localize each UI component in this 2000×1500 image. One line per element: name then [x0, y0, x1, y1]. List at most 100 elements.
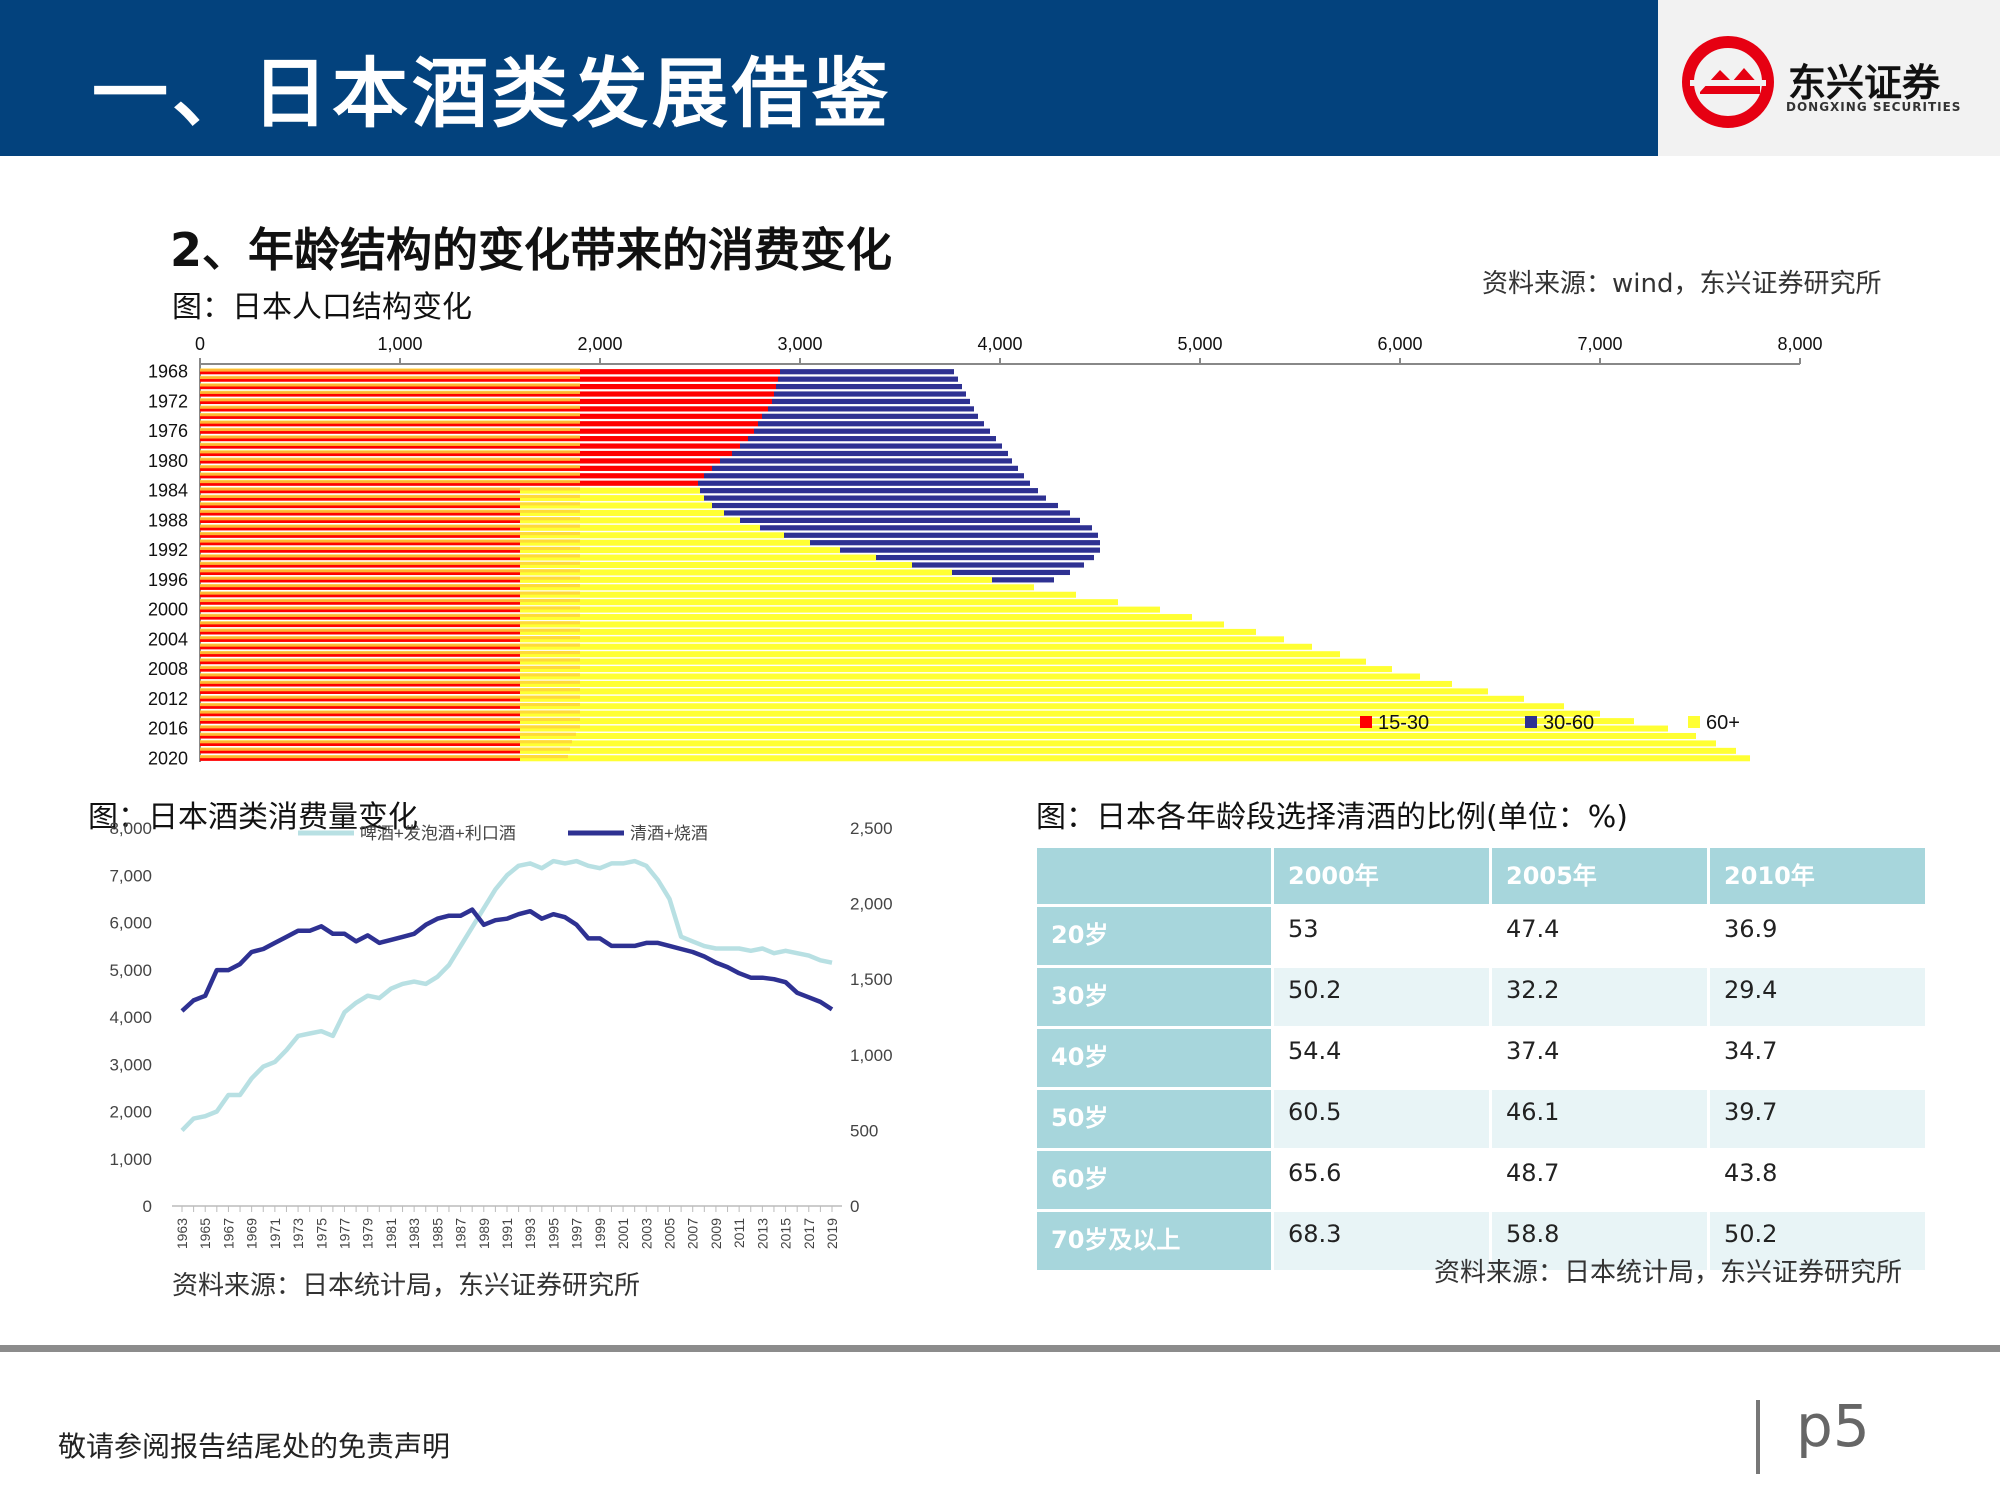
bar-segment-15-30: [200, 428, 754, 434]
bar-highlight: [200, 435, 580, 439]
bar-highlight: [200, 450, 580, 454]
x-tick-label: 1975: [313, 1218, 329, 1249]
y-right-tick-label: 1,000: [850, 1046, 893, 1065]
bar-highlight: [200, 569, 580, 573]
page-title: 一、日本酒类发展借鉴: [92, 49, 892, 138]
bar-segment-15-30: [200, 673, 634, 680]
bar-highlight: [200, 561, 580, 565]
bar-highlight: [200, 524, 580, 528]
bar-segment-15-30: [200, 644, 672, 650]
bar-segment-15-30: [200, 584, 744, 590]
x-tick-label: 1981: [383, 1218, 399, 1249]
bar-segment-15-30: [200, 740, 572, 747]
bar-segment-60plus: [520, 554, 876, 561]
x-tick-label: 2003: [638, 1218, 654, 1249]
bar-segment-15-30: [200, 696, 610, 702]
bar-highlight: [200, 517, 580, 521]
x-tick-label: 1997: [569, 1218, 585, 1249]
bar-segment-15-30: [200, 681, 626, 687]
bar-highlight: [200, 442, 580, 446]
bar-segment-60plus: [520, 718, 1634, 725]
bar-highlight: [200, 413, 580, 417]
table-header-row: 2000年 2005年 2010年: [1034, 845, 1928, 907]
bar-segment-15-30: [200, 725, 582, 732]
logo-name: 东兴证券: [1788, 61, 1941, 105]
table-row: 40岁 54.4 37.4 34.7: [1034, 1026, 1928, 1090]
bar-segment-15-30: [200, 748, 570, 754]
bar-segment-30-60: [776, 383, 962, 390]
x-tick-label: 1991: [499, 1218, 515, 1249]
table-row: 30岁 50.2 32.2 29.4: [1034, 965, 1928, 1029]
bar-segment-60plus: [520, 725, 1668, 732]
x-tick-label: 1993: [522, 1218, 538, 1249]
bar-highlight: [200, 754, 568, 759]
bar-highlight: [200, 457, 580, 461]
bar-segment-60plus: [520, 614, 1192, 621]
y-tick-label: 1968: [148, 362, 188, 382]
table-cell: 50.2: [1707, 1209, 1928, 1273]
bar-segment-30-60: [746, 562, 1084, 568]
section-title: 2、年龄结构的变化带来的消费变化: [170, 223, 893, 277]
bar-segment-60plus: [520, 747, 1736, 754]
legend-swatch: [1688, 716, 1700, 728]
x-tick-label: 2,000: [577, 334, 622, 354]
bar-segment-60plus: [520, 502, 712, 509]
bar-segment-15-30: [200, 621, 700, 628]
bar-segment-15-30: [200, 651, 662, 657]
bar-segment-60plus: [520, 599, 1118, 606]
sake-table-caption: 图：日本各年龄段选择清酒的比例(单位：%): [1036, 800, 1628, 835]
bar-segment-15-30: [200, 755, 568, 761]
bar-highlight: [200, 732, 576, 736]
x-tick-label: 2001: [615, 1218, 631, 1249]
bar-highlight: [200, 636, 580, 640]
bar-segment-15-30: [200, 495, 692, 501]
bar-highlight: [200, 502, 580, 506]
x-tick-label: 6,000: [1377, 334, 1422, 354]
bar-highlight: [200, 643, 580, 647]
bar-segment-60plus: [520, 755, 1750, 762]
legend-swatch: [1525, 716, 1537, 728]
y-left-tick-label: 2,000: [109, 1103, 152, 1122]
logo-subtitle: DONGXING SECURITIES: [1786, 100, 1962, 114]
bar-highlight: [200, 465, 580, 469]
table-cell: 60.5: [1271, 1087, 1492, 1151]
bar-highlight: [200, 383, 580, 387]
logo-area: 东兴证券 DONGXING SECURITIES: [1658, 0, 2000, 156]
bar-segment-60plus: [520, 606, 1160, 613]
bar-highlight: [200, 628, 580, 632]
y-left-tick-label: 6,000: [109, 914, 152, 933]
legend-label: 15-30: [1378, 712, 1429, 734]
bar-segment-15-30: [200, 488, 694, 494]
bar-segment-30-60: [704, 473, 1024, 479]
bar-highlight: [200, 576, 580, 580]
bar-highlight: [200, 390, 580, 394]
bar-segment-60plus: [520, 547, 840, 554]
bar-segment-15-30: [200, 443, 740, 449]
bar-segment-15-30: [200, 465, 712, 471]
alcohol-consumption-chart: 0 1,000 2,000 3,000 4,000 5,000 6,000 7,000 8,00…: [109, 819, 893, 1249]
y-left-tick-label: 4,000: [109, 1008, 152, 1027]
bar-segment-30-60: [728, 540, 1100, 546]
bar-highlight: [200, 472, 580, 476]
table-header-cell: 2005年: [1489, 845, 1710, 907]
bar-segment-60plus: [520, 569, 952, 576]
bar-segment-60plus: [520, 651, 1340, 658]
bar-segment-30-60: [698, 510, 1070, 516]
footer-divider: [0, 1345, 2000, 1352]
y-tick-label: 2020: [148, 748, 188, 768]
bar-segment-60plus: [520, 532, 784, 539]
legend-label: 60+: [1706, 712, 1740, 734]
bar-segment-60plus: [520, 643, 1312, 650]
bar-segment-15-30: [200, 599, 730, 605]
bar-highlight: [200, 658, 580, 662]
table-header-cell: 2000年: [1271, 845, 1492, 907]
bar-highlight: [200, 531, 580, 536]
y-right-tick-label: 0: [850, 1197, 859, 1216]
bar-segment-60plus: [520, 495, 704, 502]
bar-segment-60plus: [520, 666, 1392, 673]
y-left-tick-label: 1,000: [109, 1150, 152, 1169]
bar-segment-15-30: [200, 369, 780, 375]
bar-segment-60plus: [520, 658, 1366, 665]
bar-segment-15-30: [200, 391, 774, 397]
bar-segment-60plus: [520, 509, 724, 516]
